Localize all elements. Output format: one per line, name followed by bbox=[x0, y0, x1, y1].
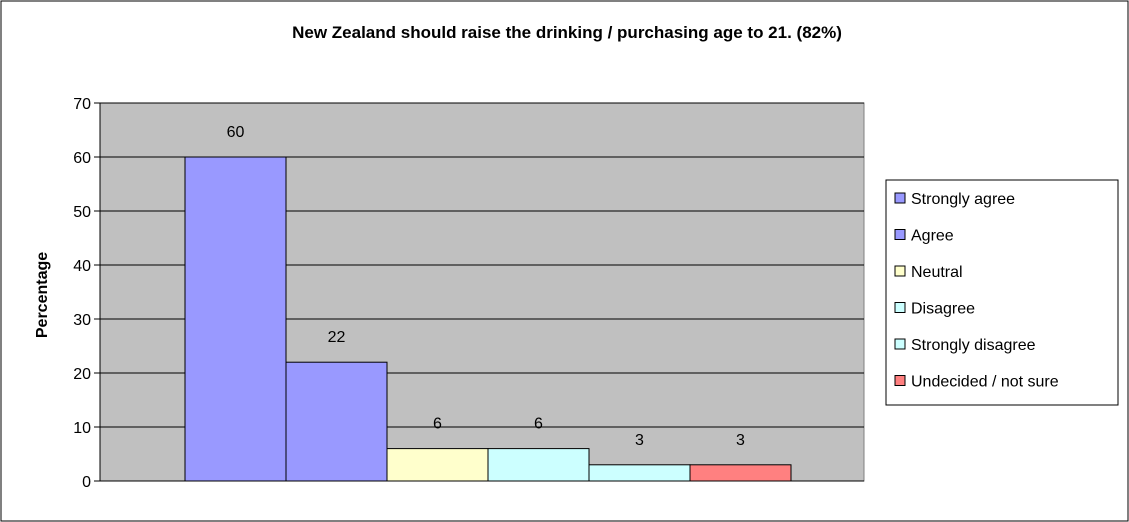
y-tick-label: 40 bbox=[73, 258, 91, 275]
y-tick-label: 60 bbox=[73, 150, 91, 167]
data-label: 60 bbox=[227, 124, 245, 141]
legend-label: Disagree bbox=[911, 301, 975, 318]
y-tick-label: 30 bbox=[73, 312, 91, 329]
plot-area: 0 10 20 30 40 50 60 70 60 22 6 6 3 3 bbox=[73, 96, 865, 491]
legend-label: Undecided / not sure bbox=[911, 374, 1059, 391]
data-label: 3 bbox=[736, 432, 745, 449]
legend-label: Strongly agree bbox=[911, 191, 1015, 208]
data-label: 22 bbox=[328, 329, 346, 346]
bar bbox=[386, 448, 489, 482]
legend-label: Strongly disagree bbox=[911, 337, 1036, 354]
legend-box bbox=[885, 179, 1119, 406]
data-label: 6 bbox=[534, 416, 543, 433]
legend-swatch bbox=[894, 302, 906, 313]
legend-label: Agree bbox=[911, 228, 954, 245]
y-tick-label: 20 bbox=[73, 366, 91, 383]
y-tick-label: 50 bbox=[73, 204, 91, 221]
bar bbox=[184, 156, 287, 482]
bar bbox=[285, 361, 388, 482]
chart-title: New Zealand should raise the drinking / … bbox=[292, 23, 842, 42]
legend-label: Neutral bbox=[911, 264, 963, 281]
bar bbox=[588, 464, 691, 482]
legend: Strongly agree Agree Neutral Disagree Strong… bbox=[885, 179, 1119, 406]
legend-swatch bbox=[894, 192, 906, 204]
y-tick-label: 0 bbox=[82, 474, 91, 491]
legend-swatch bbox=[894, 229, 906, 240]
data-label: 6 bbox=[433, 416, 442, 433]
bar bbox=[689, 464, 792, 482]
y-tick-label: 10 bbox=[73, 420, 91, 437]
legend-swatch bbox=[894, 265, 906, 277]
bar bbox=[487, 448, 590, 482]
legend-swatch bbox=[894, 338, 906, 350]
y-axis-label: Percentage bbox=[34, 252, 51, 338]
legend-swatch bbox=[894, 375, 906, 386]
data-label: 3 bbox=[635, 432, 644, 449]
y-tick-label: 70 bbox=[73, 96, 91, 113]
